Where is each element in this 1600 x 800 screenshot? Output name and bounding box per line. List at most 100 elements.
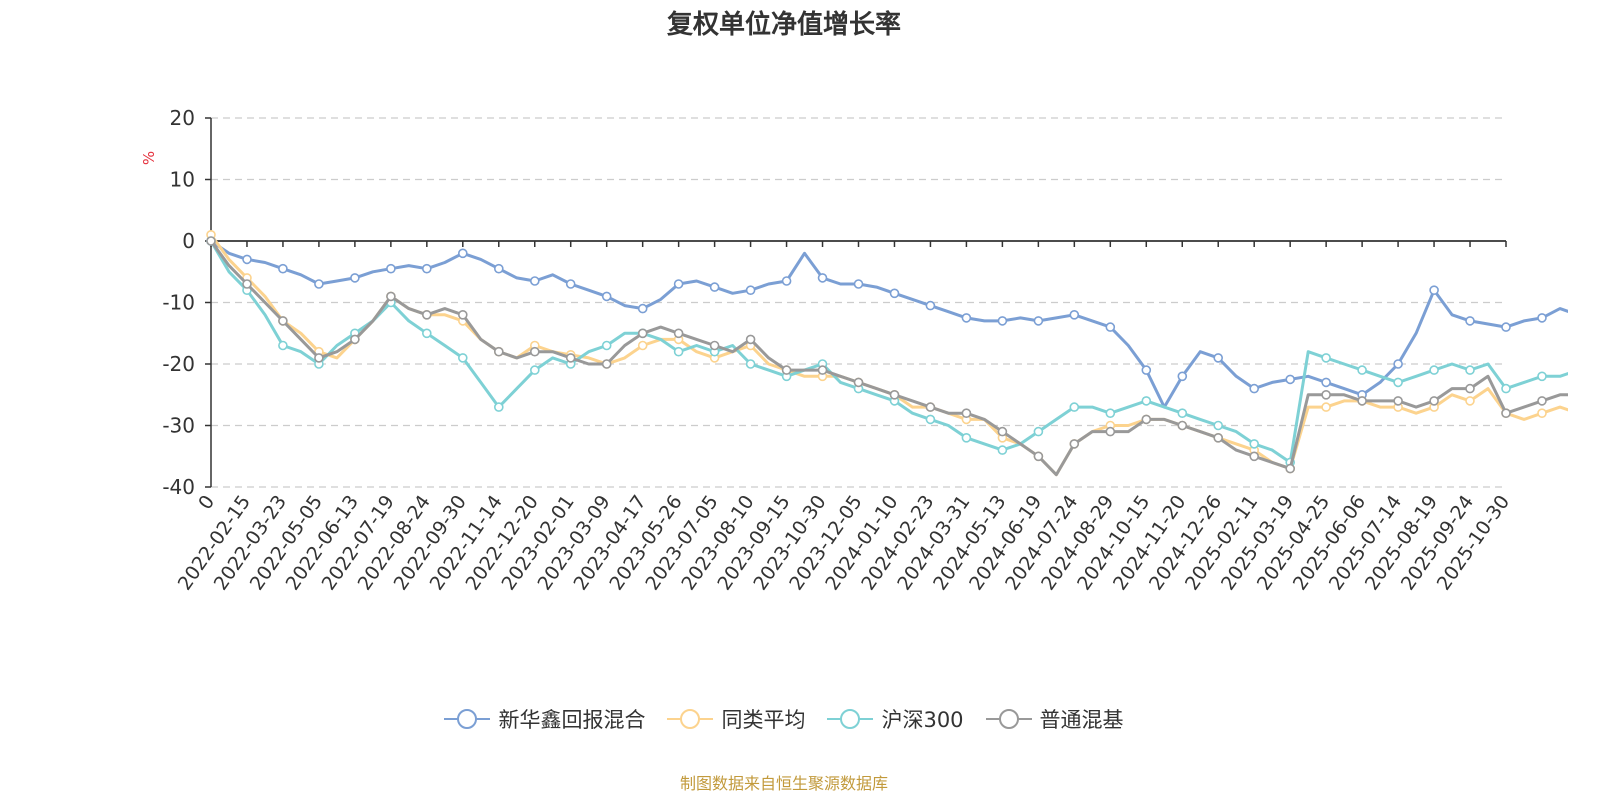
series-point-3-4	[278, 316, 288, 326]
y-tick-label-6: -40	[162, 475, 195, 499]
series-point-3-74	[1537, 396, 1547, 406]
series-point-3-18	[529, 346, 540, 357]
series-point-2-54	[1177, 408, 1188, 419]
series-point-3-62	[1321, 389, 1331, 400]
series-point-3-42	[961, 408, 972, 419]
series-point-3-64	[1357, 396, 1367, 406]
series-point-0-38	[889, 288, 900, 299]
series-point-0-14	[457, 248, 468, 259]
y-axis-unit-label: %	[140, 151, 158, 165]
series-point-2-52	[1141, 396, 1152, 406]
series-point-2-16	[493, 402, 504, 412]
legend-marker-icon	[667, 708, 714, 730]
legend-label: 新华鑫回报混合	[498, 708, 646, 732]
series-point-3-36	[853, 377, 864, 388]
series-point-2-62	[1321, 353, 1331, 363]
series-point-2-44	[997, 445, 1008, 455]
y-tick-label-4: -20	[162, 352, 195, 376]
chart-title: 复权单位净值增长率	[666, 10, 901, 40]
series-point-3-38	[889, 389, 900, 400]
series-line-0	[209, 239, 1568, 409]
series-point-3-0	[206, 236, 216, 246]
series-point-0-60	[1285, 374, 1295, 385]
series-point-3-26	[673, 328, 684, 339]
series-point-2-46	[1033, 426, 1044, 437]
legend-item-3[interactable]: 普通混基	[985, 704, 1124, 734]
series-point-3-6	[314, 353, 324, 363]
series-point-0-46	[1033, 316, 1044, 326]
series-point-3-12	[421, 309, 432, 320]
series-point-0-62	[1321, 377, 1331, 388]
source-note: 制图数据来自恒生聚源数据库	[679, 774, 888, 793]
series-point-0-70	[1465, 316, 1475, 326]
series-point-0-22	[601, 291, 612, 302]
legend: 新华鑫回报混合 同类平均 沪深300 普通混基	[0, 704, 1568, 734]
series-point-2-72	[1501, 383, 1511, 394]
series-point-2-58	[1249, 439, 1259, 449]
series-point-0-8	[350, 273, 360, 283]
series-point-1-62	[1321, 402, 1331, 412]
series-point-2-66	[1393, 377, 1403, 388]
series-point-0-18	[529, 276, 540, 286]
series-point-2-18	[529, 365, 540, 375]
series-point-0-26	[673, 279, 684, 289]
series-point-2-74	[1537, 371, 1547, 382]
legend-label: 同类平均	[721, 708, 806, 732]
legend-item-0[interactable]: 新华鑫回报混合	[444, 704, 645, 734]
series-point-3-52	[1141, 414, 1152, 425]
series-point-3-20	[565, 353, 576, 363]
series-point-0-44	[997, 316, 1008, 326]
legend-label: 沪深300	[881, 708, 964, 732]
series-point-3-50	[1105, 426, 1116, 437]
series-point-3-22	[601, 359, 612, 369]
series-point-2-50	[1105, 408, 1116, 419]
series-point-2-22	[601, 340, 612, 351]
series-point-0-50	[1105, 322, 1116, 332]
series-point-3-16	[493, 346, 504, 357]
series-point-2-26	[673, 346, 684, 357]
series-point-0-28	[709, 282, 720, 292]
series-point-0-40	[925, 300, 936, 311]
series-point-0-4	[278, 263, 288, 274]
series-point-0-72	[1501, 322, 1511, 332]
legend-marker-icon	[444, 708, 491, 730]
series-point-3-32	[781, 365, 792, 375]
series-point-1-74	[1537, 408, 1547, 419]
series-point-2-12	[421, 328, 432, 339]
series-point-0-54	[1177, 371, 1188, 382]
series-point-3-54	[1177, 420, 1188, 431]
series-point-2-40	[925, 414, 936, 425]
series-point-3-24	[637, 328, 648, 339]
series-point-0-24	[637, 303, 648, 314]
x-tick-label-0: 0	[194, 491, 219, 514]
line-chart: 20100-10-20-30-4002022-02-152022-03-2320…	[140, 106, 1568, 594]
series-point-3-48	[1069, 439, 1080, 449]
series-point-2-30	[745, 359, 756, 369]
series-point-3-70	[1465, 383, 1475, 394]
y-tick-label-3: -10	[162, 291, 195, 315]
series-point-2-56	[1213, 420, 1223, 431]
series-point-3-68	[1429, 396, 1439, 406]
legend-item-2[interactable]: 沪深300	[827, 704, 964, 734]
series-point-0-30	[745, 285, 756, 296]
series-point-3-60	[1285, 463, 1295, 474]
series-point-0-56	[1213, 353, 1223, 363]
series-point-3-14	[457, 309, 468, 320]
series-line-2	[209, 239, 1568, 464]
series-point-0-58	[1249, 383, 1259, 394]
legend-marker-icon	[827, 708, 874, 730]
series-point-0-16	[493, 263, 504, 274]
grid-lines	[211, 117, 1506, 488]
series-lines	[206, 230, 1568, 477]
series-point-3-10	[386, 291, 396, 302]
series-point-0-32	[781, 276, 792, 286]
series-point-0-2	[242, 254, 252, 265]
series-point-0-6	[314, 279, 324, 289]
series-point-2-48	[1069, 402, 1080, 412]
y-tick-label-5: -30	[162, 414, 195, 438]
series-point-0-36	[853, 279, 864, 289]
series-point-0-66	[1393, 359, 1403, 369]
series-point-0-20	[565, 279, 576, 289]
legend-item-1[interactable]: 同类平均	[667, 704, 805, 734]
series-point-3-44	[997, 426, 1008, 437]
